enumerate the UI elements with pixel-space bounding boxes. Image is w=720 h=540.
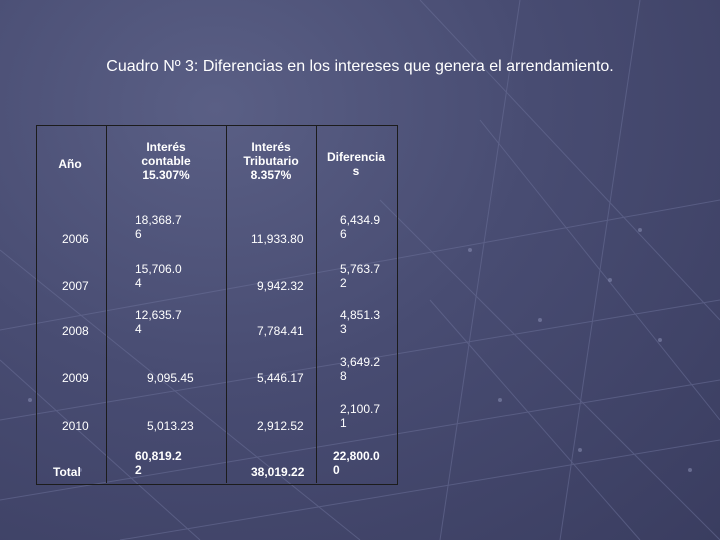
table-cell-diferencia: 4,851.3 3 [340, 308, 381, 336]
header-year: Año [58, 157, 82, 171]
table-cell-tributario: 9,942.32 [257, 279, 304, 293]
table-cell-tributario: 38,019.22 [251, 465, 305, 479]
column-separator [316, 125, 317, 483]
table-cell-tributario: 11,933.80 [251, 232, 304, 246]
table-cell-diferencia: 2,100.7 1 [340, 402, 381, 430]
table-cell-contable: 60,819.2 2 [135, 449, 182, 477]
table-cell-tributario: 2,912.52 [257, 419, 304, 433]
header-diferencias: Diferencia s [326, 150, 386, 178]
header-interes-contable: Interés contable 15.307% [141, 140, 191, 182]
interest-table [36, 125, 398, 485]
table-cell-contable: 18,368.7 6 [135, 213, 182, 241]
header-interes-tributario: Interés Tributario 8.357% [243, 140, 299, 182]
table-cell-contable: 9,095.45 [147, 371, 194, 385]
table-cell-contable: 15,706.0 4 [135, 262, 182, 290]
table-cell-year: Total [53, 465, 81, 479]
table-cell-contable: 12,635.7 4 [135, 308, 182, 336]
table-cell-diferencia: 5,763.7 2 [340, 262, 381, 290]
table-cell-year: 2008 [62, 324, 89, 338]
column-separator [226, 125, 227, 483]
table-cell-contable: 5,013.23 [147, 419, 194, 433]
table-cell-year: 2009 [62, 371, 89, 385]
table-cell-tributario: 7,784.41 [257, 324, 304, 338]
table-cell-diferencia: 6,434.9 6 [340, 213, 381, 241]
page-title: Cuadro Nº 3: Diferencias en los interese… [106, 58, 614, 75]
table-cell-year: 2006 [62, 232, 89, 246]
table-cell-year: 2007 [62, 279, 89, 293]
table-cell-diferencia: 3,649.2 8 [340, 355, 381, 383]
column-separator [106, 125, 107, 483]
table-cell-diferencia: 22,800.0 0 [333, 449, 380, 477]
table-cell-year: 2010 [62, 419, 89, 433]
table-cell-tributario: 5,446.17 [257, 371, 304, 385]
